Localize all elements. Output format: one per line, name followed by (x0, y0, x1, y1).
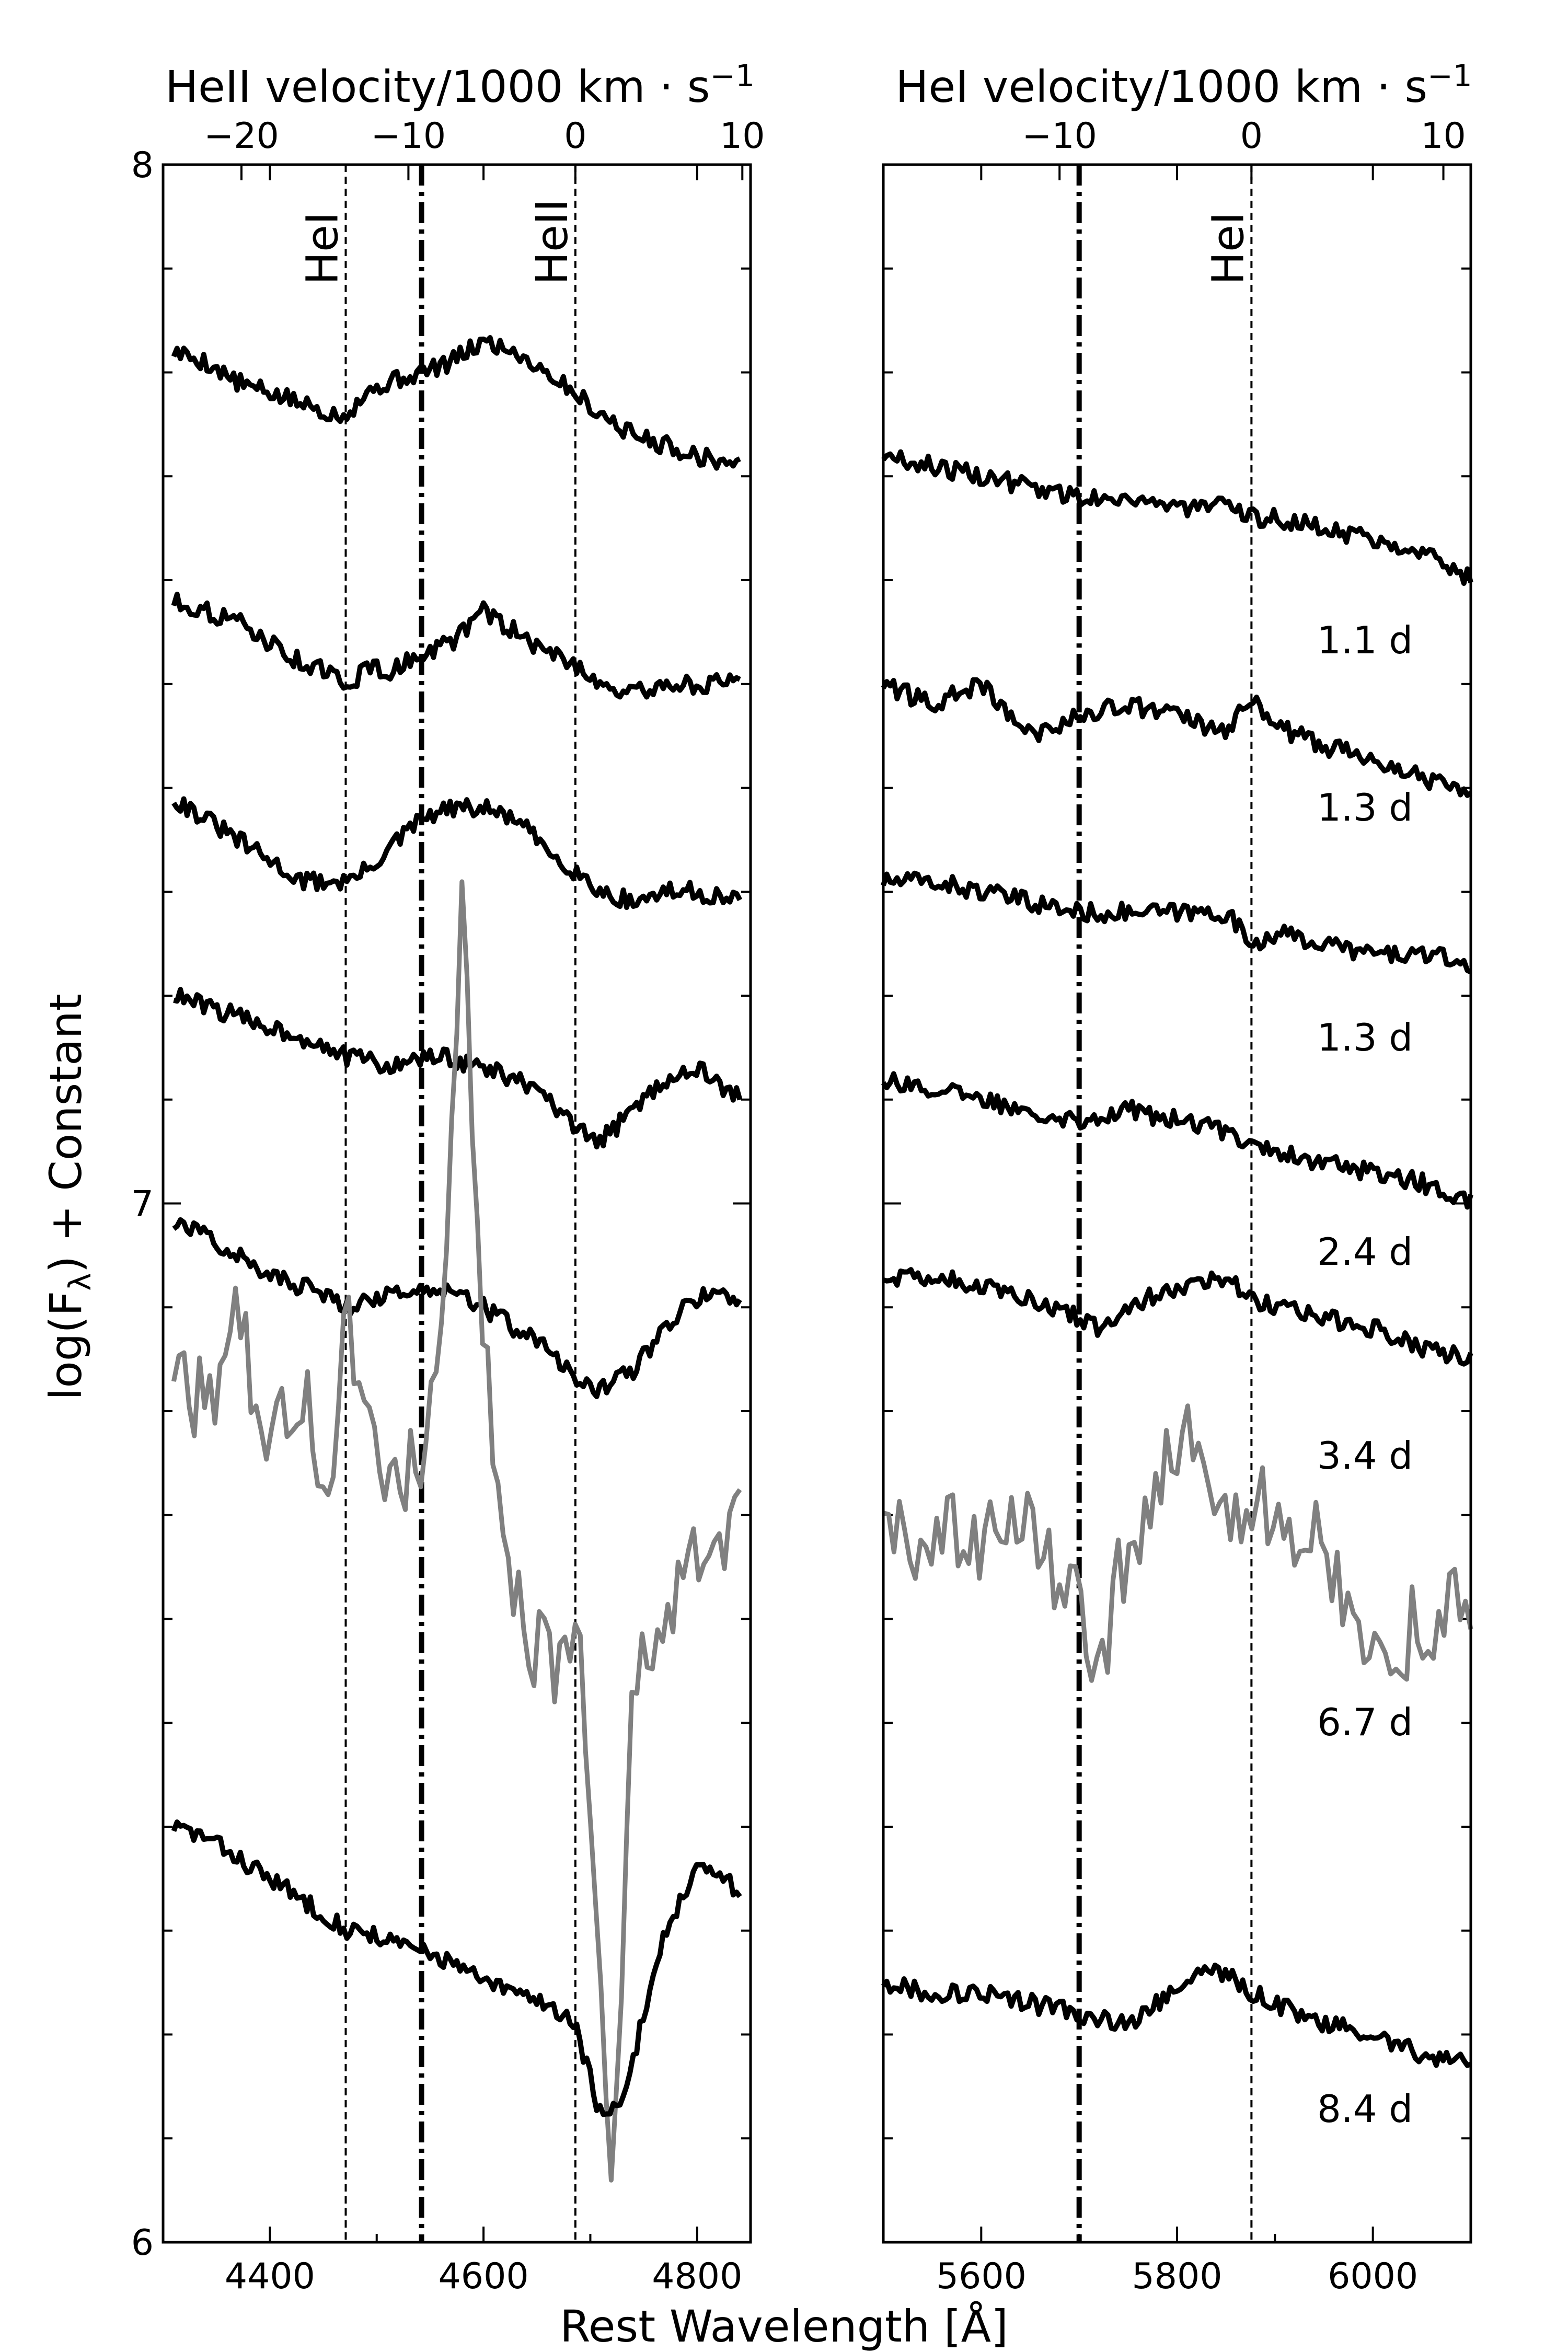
x-axis-title: Rest Wavelength [Å] (560, 2300, 1008, 2352)
y-axis-title: log(Fλ) + Constant (40, 994, 98, 1400)
top-axis-tick-label: 10 (1421, 116, 1466, 157)
epoch-label: 3.4 d (1317, 1434, 1413, 1478)
y-axis-title-tail: ) + Constant (40, 994, 91, 1273)
line-id-label: HeI (1202, 212, 1253, 285)
right-top-axis-title-superscript: −1 (1427, 58, 1472, 94)
y-axis-title-main: log(F (40, 1291, 91, 1400)
left-top-axis-title-main: HeII velocity/1000 km · s (165, 61, 710, 112)
x-tick-label: 5600 (936, 2256, 1027, 2297)
left-top-axis-title-superscript: −1 (710, 58, 755, 94)
top-axis-tick-label: 10 (720, 116, 765, 157)
epoch-label: 1.3 d (1317, 786, 1413, 829)
x-tick-label: 6000 (1328, 2256, 1418, 2297)
epoch-label: 8.4 d (1317, 2087, 1413, 2131)
spectrum-line (171, 879, 742, 2183)
top-axis-tick-label: 0 (1240, 116, 1263, 157)
epoch-label: 6.7 d (1317, 1700, 1413, 1744)
spectrum-line (881, 449, 1473, 586)
spectrum-line (881, 870, 1472, 975)
left-panel-content: 4400 4600 4800 6 7 8 −20 −10 0 10 HeI HeII (131, 116, 765, 2297)
x-tick-label: 4600 (439, 2256, 529, 2297)
spectrum-line (171, 592, 741, 700)
spectrum-line (881, 1962, 1472, 2068)
y-tick-label: 6 (131, 2222, 154, 2264)
y-tick-label: 8 (131, 145, 154, 186)
x-tick-label: 4800 (652, 2256, 742, 2297)
spectrum-line (881, 677, 1472, 798)
top-axis-tick-label: −20 (204, 116, 279, 157)
right-top-axis-title: HeI velocity/1000 km · s−1 (895, 58, 1472, 112)
x-tick-label: 5800 (1132, 2256, 1222, 2297)
x-tick-label: 4400 (225, 2256, 315, 2297)
epoch-label: 1.3 d (1317, 1016, 1413, 1059)
top-axis-tick-label: 0 (564, 116, 586, 157)
epoch-label: 2.4 d (1317, 1230, 1413, 1274)
right-top-axis-title-main: HeI velocity/1000 km · s (895, 61, 1427, 112)
top-axis-tick-label: −10 (1022, 116, 1097, 157)
line-id-label: HeI (296, 212, 348, 285)
spectrum-line (172, 1217, 742, 1399)
right-panel-content: 5600 5800 6000 −10 0 10 HeI (881, 116, 1473, 2297)
left-panel: HeII velocity/1000 km · s−1 4400 4600 4800… (131, 58, 765, 2297)
y-tick-label: 7 (131, 1184, 154, 1225)
line-id-label: HeII (526, 199, 578, 285)
left-top-axis-title: HeII velocity/1000 km · s−1 (165, 58, 755, 112)
left-panel-frame (162, 163, 752, 2244)
spectrum-line (882, 1267, 1473, 1367)
right-panel-frame (882, 163, 1472, 2244)
y-axis-title-subscript: λ (62, 1273, 98, 1290)
spectrum-line (171, 1819, 742, 2117)
spectrum-line (171, 335, 741, 471)
epoch-label: 1.1 d (1317, 618, 1413, 662)
right-panel: HeI velocity/1000 km · s−1 5600 5800 6000 −… (881, 58, 1473, 2297)
epoch-labels: 1.1 d 1.3 d 1.3 d 2.4 d 3.4 d 6.7 d 8.4 … (1317, 618, 1413, 2131)
spectrum-line (171, 796, 743, 910)
spectrum-line (881, 1071, 1473, 1210)
top-axis-tick-label: −10 (371, 116, 446, 157)
spectrum-line (882, 1403, 1473, 1683)
